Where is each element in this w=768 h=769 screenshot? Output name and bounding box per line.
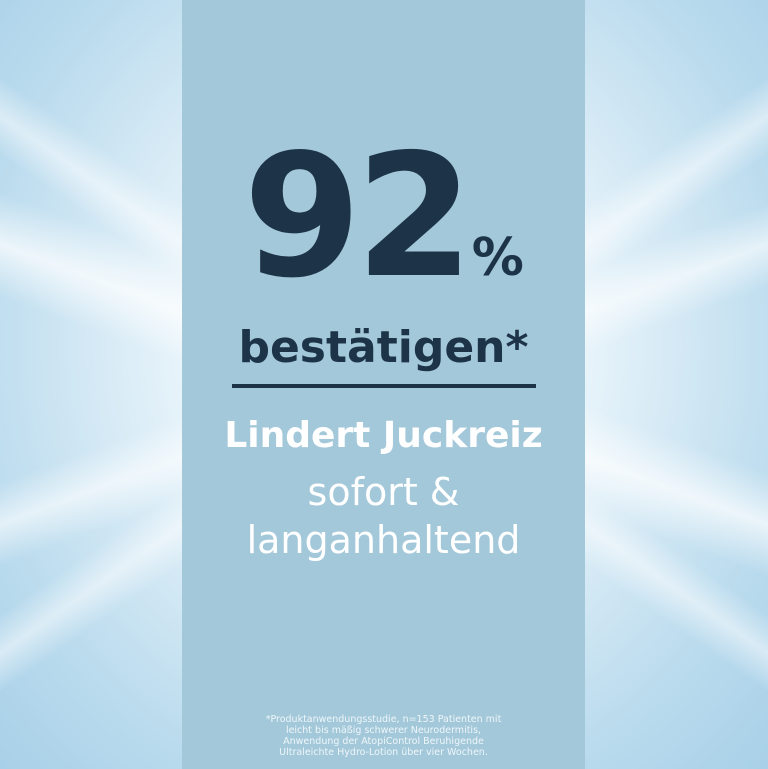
- content-panel: 92% bestätigen* Lindert Juckreiz sofort …: [182, 0, 585, 769]
- claim-line: langanhaltend: [246, 518, 521, 562]
- footnote: *Produktanwendungsstudie, n=153 Patiente…: [212, 714, 555, 758]
- footnote-line: Anwendung der AtopiControl Beruhigende: [283, 736, 484, 747]
- footnote-line: Ultraleichte Hydro-Lotion über vier Woch…: [279, 747, 488, 758]
- stat-subline: bestätigen*: [238, 322, 529, 373]
- stat-number: 92: [243, 118, 474, 316]
- claim-title: Lindert Juckreiz: [224, 415, 543, 456]
- claim-text: sofort & langanhaltend: [182, 468, 585, 564]
- footnote-line: leicht bis mäßig schwerer Neurodermitis,: [285, 725, 482, 736]
- stat-percent: %: [471, 228, 524, 288]
- headline-stat: 92%: [182, 132, 585, 302]
- divider: [232, 384, 536, 388]
- claim-line: sofort &: [307, 470, 460, 514]
- footnote-line: *Produktanwendungsstudie, n=153 Patiente…: [265, 714, 502, 725]
